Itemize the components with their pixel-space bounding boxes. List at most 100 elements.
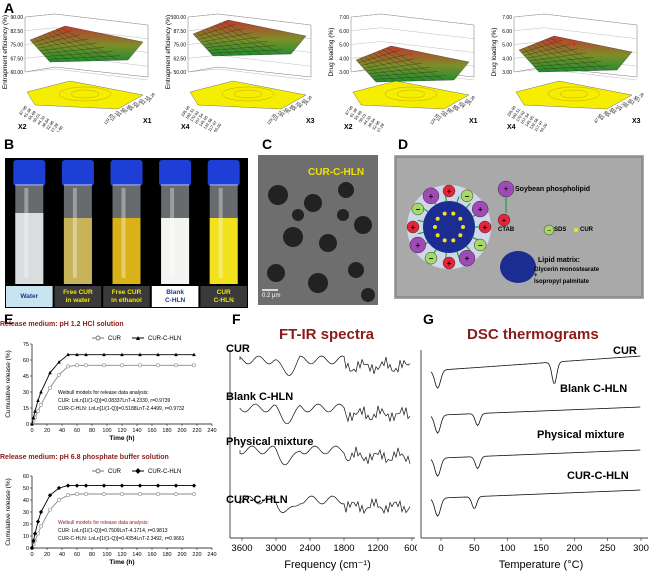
release-title: Release medium: pH 6.8 phosphate buffer … (0, 454, 169, 461)
vial-label-line: in water (66, 297, 91, 304)
legend-sds-sign: − (547, 228, 551, 235)
release-charts: Release medium: pH 1.2 HCl solution CUR CU… (0, 321, 217, 566)
x-tick-label: 200 (177, 552, 186, 558)
y-tick-label: 132.56 (528, 117, 540, 131)
data-point-hln (66, 352, 70, 357)
matrix-item-1: Glycerin monostearate (534, 267, 600, 273)
grid-line (24, 27, 56, 31)
surface-mesh (370, 71, 439, 77)
response-surface (29, 25, 144, 63)
sds-head (411, 202, 425, 216)
surface-mesh (47, 32, 90, 62)
data-point-cur (48, 507, 52, 512)
legend-hln-marker (135, 468, 141, 474)
data-point-hln (137, 483, 143, 488)
x-tick-label: 32.96 (629, 94, 639, 106)
y-tick-label: 60 (23, 474, 29, 480)
vial-label-line: Free CUR (112, 289, 142, 296)
z-tick-label: 3.00 (502, 70, 512, 76)
z-tick-label: 50.00 (173, 70, 186, 76)
y-tick-label: 117.97 (207, 119, 218, 132)
release-chart-1: Release medium: pH 1.2 HCl solution CUR CU… (0, 321, 217, 442)
vial-liquid (112, 218, 141, 284)
data-point-cur (57, 373, 61, 377)
ftir-x-tick-label: 3600 (231, 543, 252, 554)
x-tick-label: 61.38 (599, 109, 609, 121)
matrix-plus: + (534, 273, 538, 279)
x-tick-label: 120 (117, 552, 126, 558)
surface-mesh (214, 25, 262, 55)
data-point-hln (119, 483, 125, 488)
grid-line (54, 13, 149, 26)
x-tick-label: 40 (59, 552, 65, 558)
x-tick-label: 80 (89, 428, 95, 434)
surface-mesh (207, 45, 276, 51)
panel-letter-g: G (423, 311, 434, 327)
data-point-hln (33, 409, 37, 413)
charge-sign: + (411, 223, 416, 232)
x-tick-label: 20 (44, 428, 50, 434)
data-point-hln (38, 509, 44, 515)
ftir-x-axis-label: Frequency (cm⁻¹) (284, 559, 371, 571)
x-axis-label: Time (h) (109, 435, 134, 442)
ftir-label-hln: CUR-C-HLN (226, 494, 288, 506)
y-tick-label: 30 (23, 390, 29, 396)
x-tick-label: 129.76 (429, 112, 441, 126)
z-tick-label: 6.00 (502, 29, 512, 35)
dsc-curve-2 (430, 406, 641, 434)
y-tick-label: 170.02 (189, 109, 201, 123)
data-point-hln (74, 483, 80, 488)
x-axis-label: X1 (143, 118, 152, 125)
y-tick-label: 117.97 (533, 119, 544, 132)
x-tick-label: 93.50 (442, 106, 452, 118)
vial-highlight (121, 188, 126, 278)
grid-line (380, 13, 475, 26)
cur-dot (458, 216, 463, 221)
x-tick-label: 140 (132, 552, 141, 558)
z-tick-label: 7.00 (339, 15, 349, 21)
ftir-spectrum-4 (239, 495, 411, 515)
vial-label-line: in ethanol (111, 297, 142, 304)
vial-label-line: Water (20, 293, 38, 300)
tem-particle (354, 216, 372, 234)
contour-line (58, 86, 112, 102)
z-tick-label: 4.00 (502, 56, 512, 62)
legend-hln-text: CUR-C-HLN (148, 469, 181, 475)
grid-line (187, 68, 219, 73)
x-tick-label: 40 (59, 428, 65, 434)
z-axis-label: Drug loading (%) (328, 28, 335, 77)
dsc-curve-3 (430, 449, 641, 477)
tem-scale-bar: 0.2 μm (262, 293, 281, 299)
y-tick-label: 61.38 (348, 107, 358, 119)
surface-plot-3: 3.00 4.00 5.00 6.00 7.00 Drug loading (%) 67.0… (328, 13, 478, 132)
x-tick-label: 0 (30, 428, 33, 434)
data-point-cur (36, 409, 40, 414)
cur-dot (442, 211, 447, 216)
charge-sign: − (465, 192, 470, 201)
y-tick-label: 195.00 (506, 104, 518, 118)
lipid-tail (465, 245, 471, 252)
x-tick-label: 58.25 (128, 100, 138, 112)
y-tick-label: 61.38 (22, 107, 32, 119)
tem-particle (319, 234, 337, 252)
y-axis-label: X2 (18, 124, 27, 131)
lipid-tail (417, 231, 424, 235)
surface-mesh (368, 67, 431, 74)
charge-sign: − (429, 254, 434, 263)
z-tick-label: 67.50 (10, 56, 23, 62)
surface-mesh (533, 61, 602, 67)
x-tick-label: 67.06 (593, 112, 603, 124)
contour-line (559, 89, 589, 99)
data-point-hln (36, 398, 40, 403)
cur-dot (435, 216, 440, 221)
ftir-spectrum-3 (239, 445, 411, 466)
contour-line (547, 86, 601, 102)
x-tick-label: 20 (44, 552, 50, 558)
ftir-x-tick-label: 1200 (367, 543, 388, 554)
sds-head (424, 251, 438, 265)
data-point-cur (66, 364, 70, 369)
charge-sign: − (478, 241, 483, 250)
surface-mesh (531, 57, 594, 64)
y-tick-label: 50 (23, 486, 29, 492)
